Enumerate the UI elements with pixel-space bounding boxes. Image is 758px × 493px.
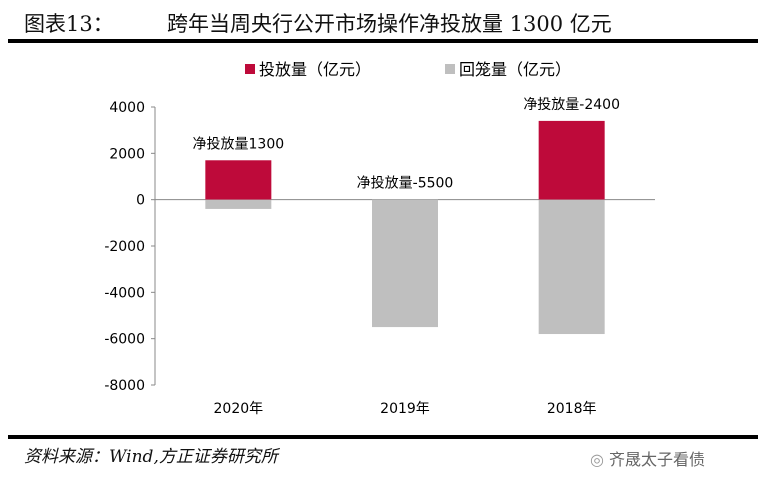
watermark: ◎ 齐晟太子看债 [590, 446, 705, 470]
y-tick-label: -6000 [104, 332, 145, 348]
y-tick-label: 0 [136, 193, 145, 209]
x-tick-label: 2020年 [214, 401, 264, 417]
bar-injection [538, 120, 605, 200]
y-tick-label: -2000 [104, 239, 145, 255]
legend-swatch [245, 64, 255, 74]
bar-injection [205, 160, 272, 200]
data-label: 净投放量-5500 [357, 176, 454, 192]
watermark-text: 齐晟太子看债 [609, 450, 706, 469]
bar-withdrawal [538, 199, 605, 335]
legend-label: 投放量（亿元） [259, 60, 371, 79]
data-label: 净投放量-2400 [523, 97, 620, 113]
x-tick-label: 2019年 [380, 401, 430, 417]
bar-withdrawal [205, 199, 272, 209]
source-note: 资料来源：Wind,方正证券研究所 [24, 447, 278, 467]
chart: 4000 2000 0 -2000 -4000 -6000 -8000 净投放量1300 202… [104, 60, 655, 417]
x-tick-label: 2018年 [547, 401, 597, 417]
bar-withdrawal [372, 199, 438, 328]
data-label: 净投放量1300 [193, 136, 285, 152]
bottom-rule [8, 435, 758, 439]
y-tick-label: -4000 [104, 285, 145, 301]
wechat-icon: ◎ [590, 450, 610, 469]
legend-label: 回笼量（亿元） [459, 60, 571, 79]
chart-title: 跨年当周央行公开市场操作净投放量 1300 亿元 [167, 12, 612, 36]
y-tick-label: 2000 [109, 146, 145, 162]
legend-swatch [445, 64, 455, 74]
y-tick-label: 4000 [109, 100, 145, 116]
y-tick-label: -8000 [104, 378, 145, 394]
top-rule [8, 39, 758, 43]
figure-label: 图表13： [24, 12, 114, 36]
figure-title: 图表13： 跨年当周央行公开市场操作净投放量 1300 亿元 [24, 8, 612, 38]
